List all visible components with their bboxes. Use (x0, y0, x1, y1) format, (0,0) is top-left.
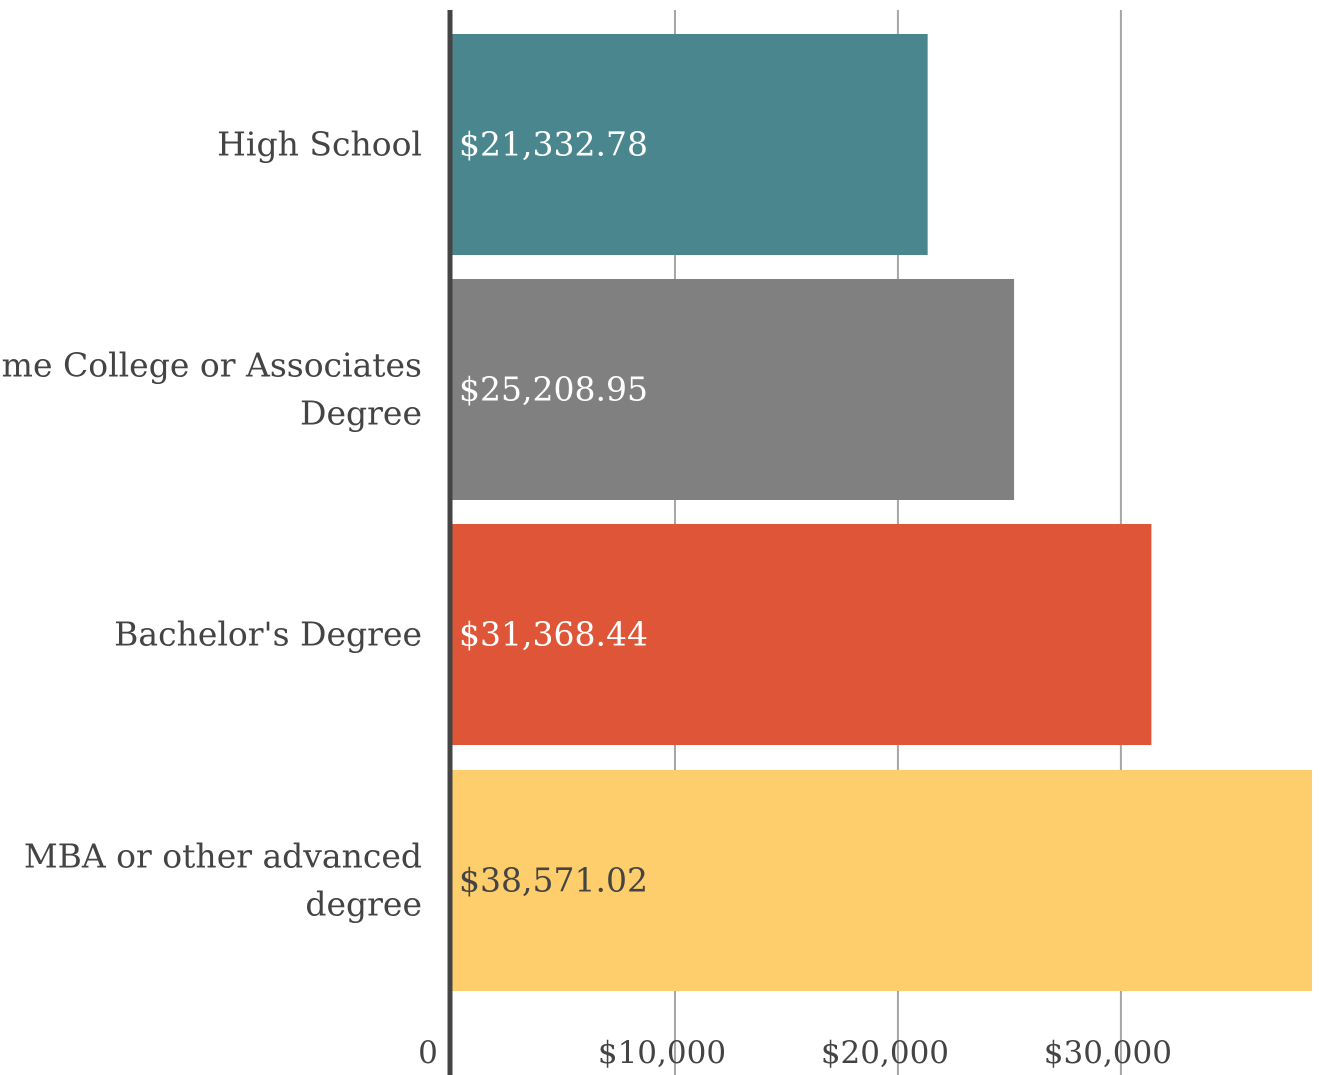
category-label: High School (217, 125, 422, 164)
bar (452, 770, 1312, 991)
bars (452, 34, 1312, 991)
x-axis-ticks: 0 $10,000 $20,000 $30,000 (418, 1035, 1172, 1071)
data-label: $25,208.95 (459, 370, 648, 409)
x-tick-label: $10,000 (598, 1035, 726, 1071)
bar (452, 279, 1015, 500)
x-tick-label: 0 (418, 1035, 438, 1071)
data-label: $21,332.78 (459, 125, 648, 164)
bar (452, 34, 928, 255)
category-label: Bachelor's Degree (114, 615, 422, 654)
category-labels: High School Some College or Associates Deg… (0, 125, 422, 924)
x-tick-label: $20,000 (821, 1035, 949, 1071)
data-label: $38,571.02 (459, 861, 648, 900)
value-labels: $21,332.78 $25,208.95 $31,368.44 $38,571.02 (459, 125, 648, 900)
category-label: degree (305, 885, 422, 924)
x-tick-label: $30,000 (1044, 1035, 1172, 1071)
data-label: $31,368.44 (459, 615, 648, 654)
category-label: MBA or other advanced (24, 837, 422, 876)
bar (452, 524, 1152, 745)
category-label: Some College or Associates (0, 346, 422, 385)
category-label: Degree (300, 394, 422, 433)
